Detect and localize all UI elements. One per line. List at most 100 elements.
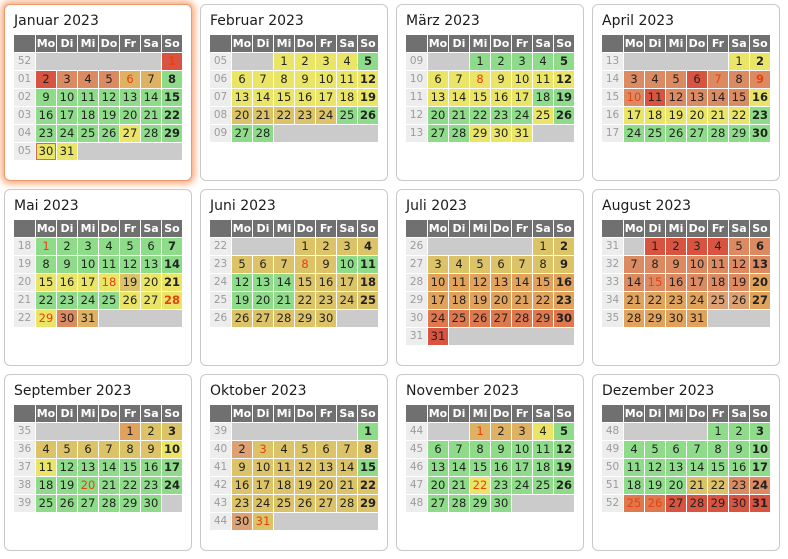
day-cell[interactable]: 28 [708,125,728,142]
day-cell[interactable]: 1 [120,423,140,440]
day-cell[interactable]: 3 [512,423,532,440]
day-cell[interactable]: 9 [316,256,336,273]
day-cell[interactable]: 27 [253,310,273,327]
day-cell[interactable]: 21 [337,477,357,494]
day-cell[interactable]: 24 [316,107,336,124]
day-cell[interactable]: 4 [624,441,644,458]
day-cell[interactable]: 17 [750,459,770,476]
day-cell[interactable]: 31 [512,125,532,142]
day-cell[interactable]: 4 [533,53,553,70]
day-cell[interactable]: 16 [554,274,574,291]
day-cell[interactable]: 14 [337,459,357,476]
day-cell[interactable]: 13 [750,256,770,273]
day-cell[interactable]: 17 [57,107,77,124]
day-cell[interactable]: 17 [624,107,644,124]
day-cell[interactable]: 9 [491,441,511,458]
day-cell[interactable]: 22 [274,107,294,124]
day-cell[interactable]: 8 [708,441,728,458]
day-cell[interactable]: 28 [253,125,273,142]
day-cell[interactable]: 5 [645,441,665,458]
day-cell[interactable]: 20 [232,107,252,124]
day-cell[interactable]: 13 [428,89,448,106]
day-cell[interactable]: 4 [99,238,119,255]
day-cell[interactable]: 11 [533,441,553,458]
day-cell[interactable]: 21 [687,477,707,494]
day-cell[interactable]: 2 [554,238,574,255]
day-cell[interactable]: 10 [162,441,182,458]
day-cell[interactable]: 4 [36,441,56,458]
day-cell[interactable]: 21 [162,274,182,291]
day-cell[interactable]: 7 [708,71,728,88]
day-cell[interactable]: 6 [120,71,140,88]
day-cell[interactable]: 22 [36,292,56,309]
day-cell[interactable]: 13 [666,459,686,476]
day-cell[interactable]: 23 [295,107,315,124]
day-cell[interactable]: 11 [449,274,469,291]
day-cell[interactable]: 8 [533,256,553,273]
day-cell[interactable]: 13 [141,256,161,273]
day-cell[interactable]: 1 [162,53,182,70]
day-cell[interactable]: 14 [141,89,161,106]
day-cell[interactable]: 14 [708,89,728,106]
day-cell[interactable]: 13 [491,274,511,291]
day-cell[interactable]: 16 [295,89,315,106]
day-cell[interactable]: 10 [78,256,98,273]
day-cell[interactable]: 31 [78,310,98,327]
day-cell[interactable]: 20 [428,477,448,494]
day-cell[interactable]: 20 [491,292,511,309]
day-cell[interactable]: 20 [750,274,770,291]
day-cell[interactable]: 3 [253,441,273,458]
day-cell[interactable]: 28 [274,310,294,327]
day-cell[interactable]: 7 [274,256,294,273]
day-cell[interactable]: 16 [57,274,77,291]
day-cell[interactable]: 9 [491,71,511,88]
day-cell[interactable]: 17 [253,477,273,494]
day-cell[interactable]: 21 [274,292,294,309]
day-cell[interactable]: 13 [687,89,707,106]
day-cell[interactable]: 7 [141,71,161,88]
day-cell[interactable]: 4 [337,53,357,70]
day-cell[interactable]: 17 [316,89,336,106]
day-cell[interactable]: 19 [295,477,315,494]
day-cell[interactable]: 27 [428,495,448,512]
day-cell[interactable]: 2 [750,53,770,70]
day-cell[interactable]: 23 [491,107,511,124]
day-cell[interactable]: 14 [687,459,707,476]
day-cell[interactable]: 7 [687,441,707,458]
day-cell[interactable]: 21 [449,477,469,494]
day-cell[interactable]: 18 [274,477,294,494]
day-cell[interactable]: 19 [358,89,378,106]
day-cell[interactable]: 27 [141,292,161,309]
day-cell[interactable]: 15 [36,274,56,291]
day-cell[interactable]: 20 [687,107,707,124]
day-cell[interactable]: 2 [491,423,511,440]
day-cell[interactable]: 1 [470,53,490,70]
day-cell[interactable]: 20 [120,107,140,124]
day-cell[interactable]: 14 [253,89,273,106]
day-cell[interactable]: 13 [253,274,273,291]
day-cell[interactable]: 18 [533,89,553,106]
day-cell[interactable]: 17 [687,274,707,291]
day-cell[interactable]: 29 [470,125,490,142]
day-cell[interactable]: 20 [428,107,448,124]
day-cell[interactable]: 17 [512,89,532,106]
day-cell[interactable]: 15 [274,89,294,106]
day-cell[interactable]: 22 [295,292,315,309]
day-cell[interactable]: 20 [316,477,336,494]
day-cell[interactable]: 23 [36,125,56,142]
day-cell[interactable]: 29 [162,125,182,142]
day-cell[interactable]: 2 [729,423,749,440]
day-cell[interactable]: 1 [645,238,665,255]
day-cell[interactable]: 28 [449,495,469,512]
day-cell[interactable]: 29 [470,495,490,512]
day-cell[interactable]: 30 [750,125,770,142]
day-cell[interactable]: 14 [99,459,119,476]
day-cell[interactable]: 26 [295,495,315,512]
day-cell[interactable]: 15 [295,274,315,291]
day-cell[interactable]: 5 [57,441,77,458]
day-cell[interactable]: 30 [36,143,56,160]
day-cell[interactable]: 13 [78,459,98,476]
day-cell[interactable]: 16 [232,477,252,494]
day-cell[interactable]: 10 [57,89,77,106]
day-cell[interactable]: 10 [750,441,770,458]
